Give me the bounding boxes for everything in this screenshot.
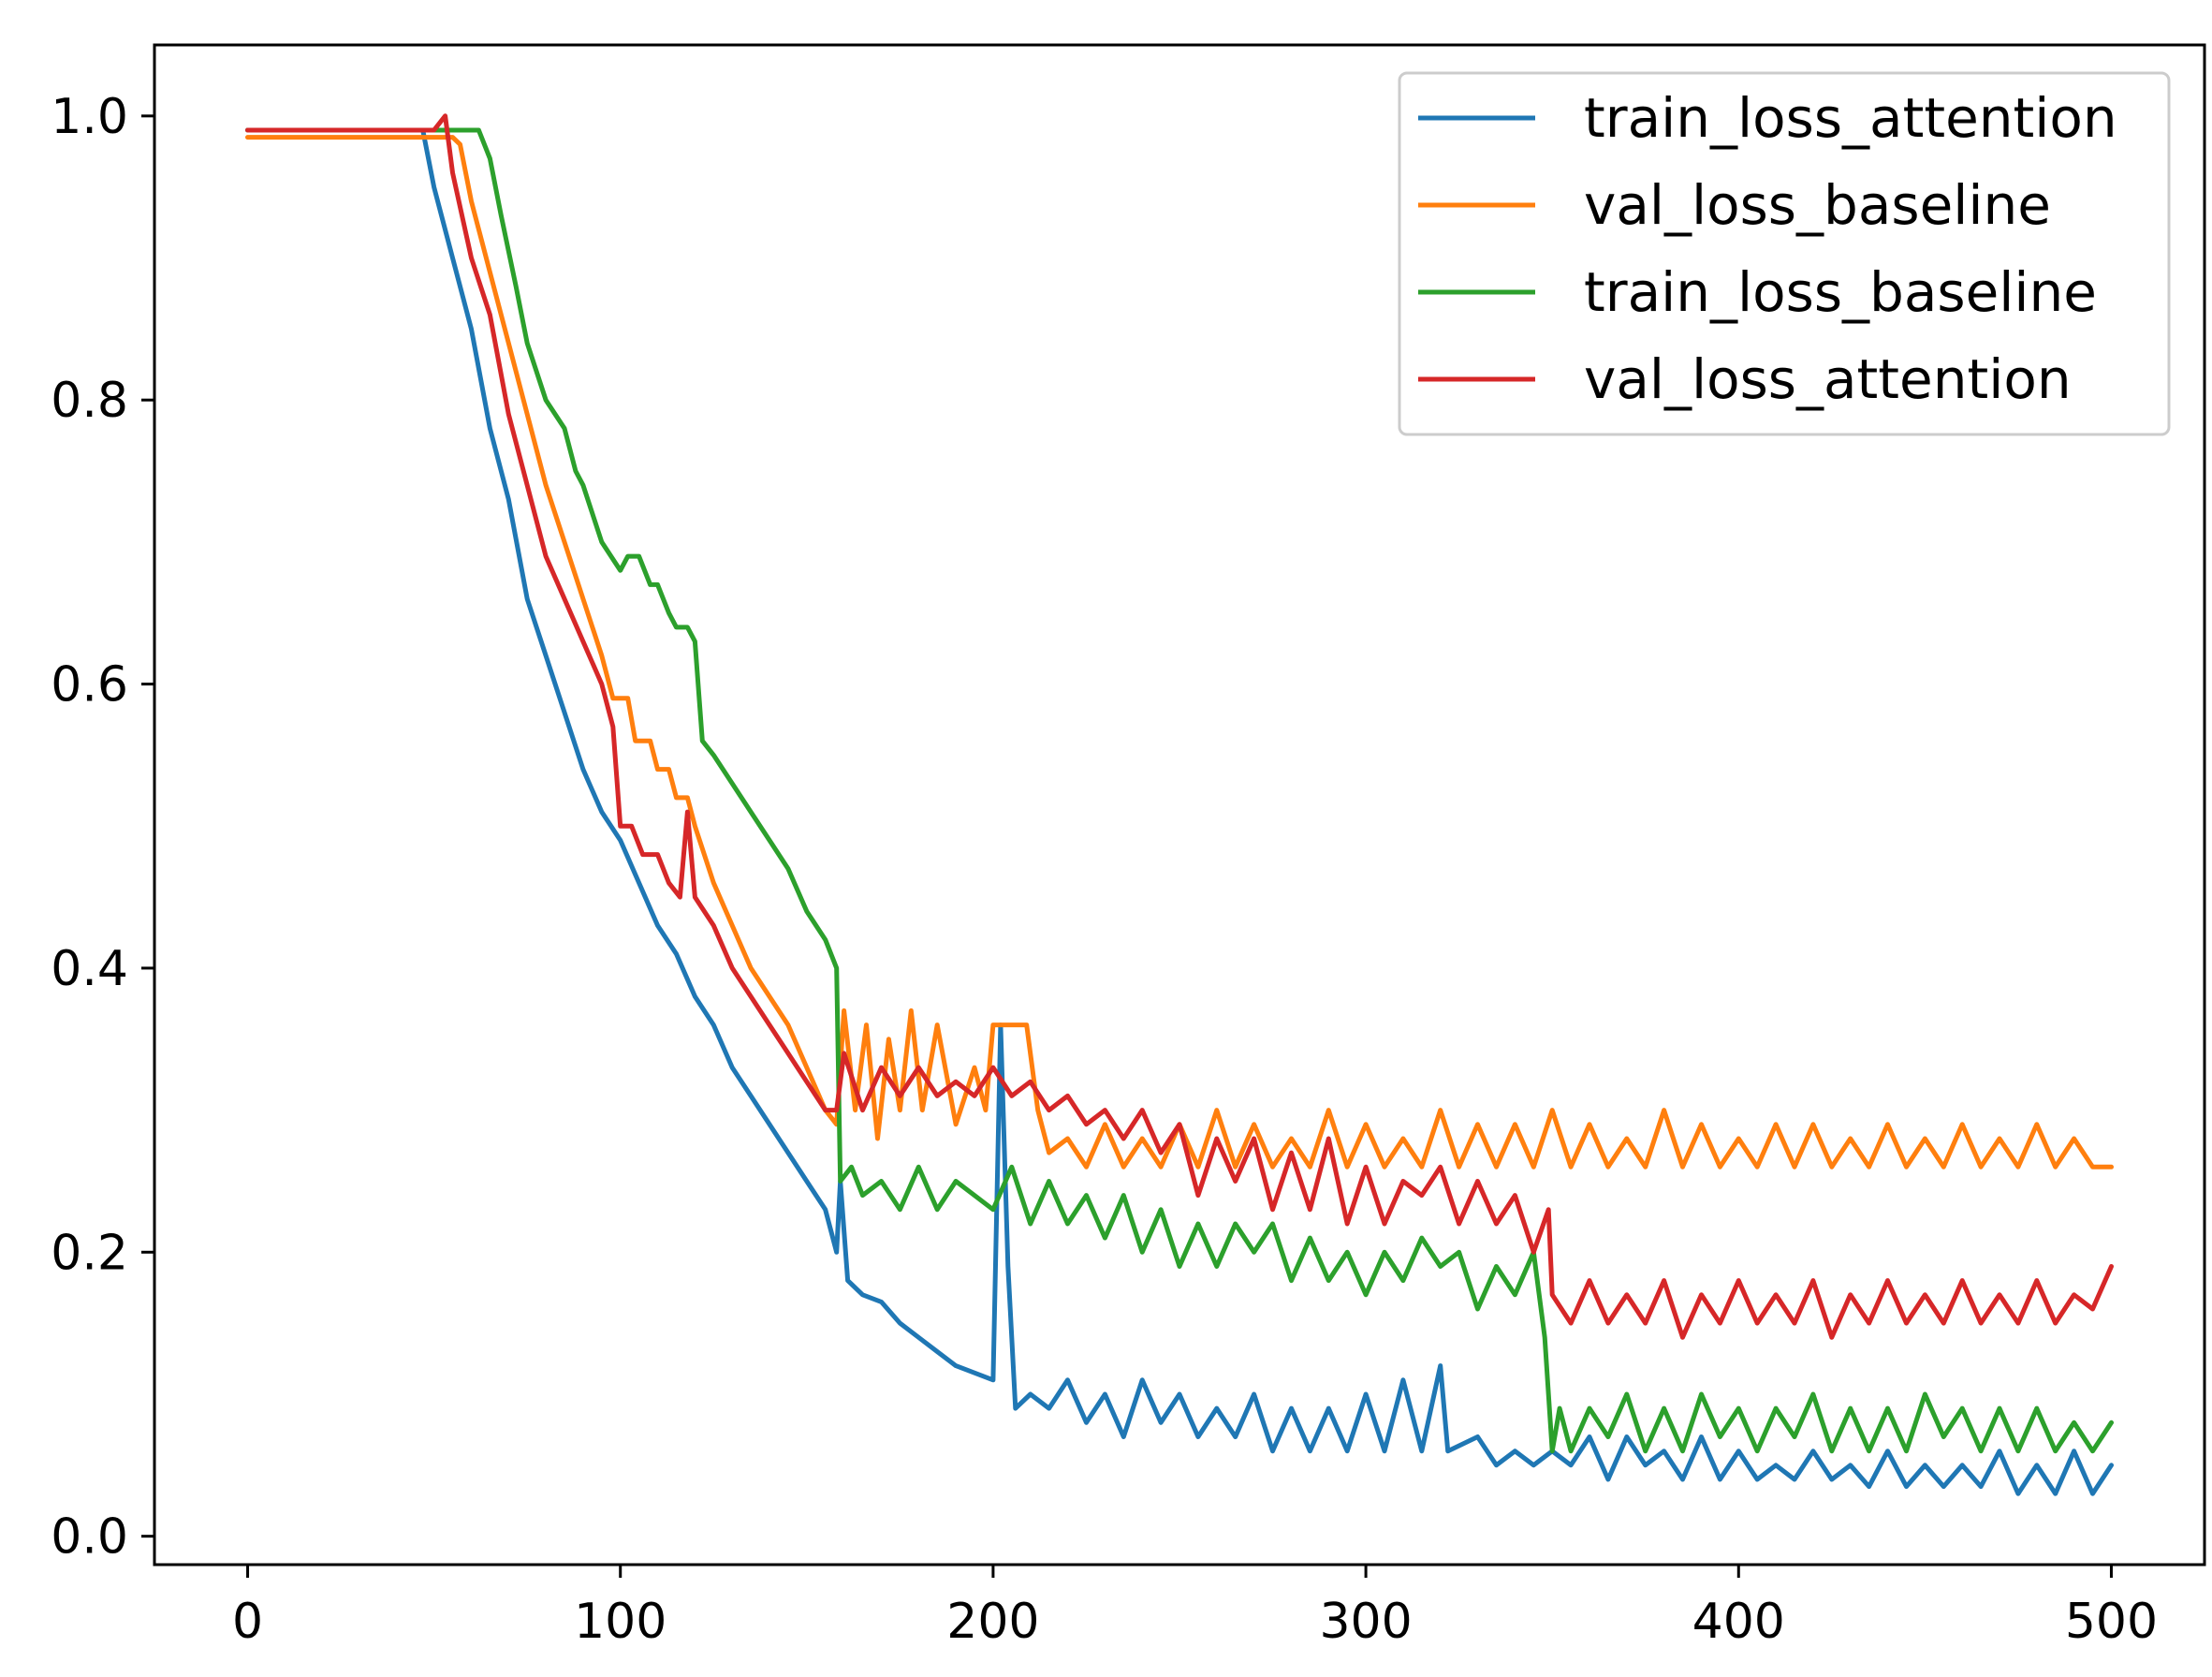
y-tick-label-0.2: 0.2 <box>51 1225 128 1281</box>
y-tick-label-0.4: 0.4 <box>51 941 128 997</box>
x-tick-label-100: 100 <box>574 1594 667 1650</box>
x-tick-label-200: 200 <box>946 1594 1039 1650</box>
y-tick-label-0: 0.0 <box>51 1509 128 1566</box>
legend-label-train_loss_baseline: train_loss_baseline <box>1584 260 2097 324</box>
y-tick-label-0.6: 0.6 <box>51 657 128 713</box>
legend-label-train_loss_attention: train_loss_attention <box>1584 86 2117 150</box>
series-line-val_loss_baseline <box>245 135 2114 1169</box>
x-tick-label-300: 300 <box>1319 1594 1412 1650</box>
x-tick-label-500: 500 <box>2065 1594 2158 1650</box>
y-tick-label-1: 1.0 <box>51 89 128 145</box>
series-layer <box>245 113 2114 1496</box>
y-axis: 0.0 0.2 0.4 0.6 0.8 1.0 <box>51 89 154 1566</box>
x-axis: 0 100 200 300 400 500 <box>232 1565 2158 1650</box>
legend-entries: train_loss_attention val_loss_baselinetra… <box>1418 86 2117 411</box>
legend: train_loss_attention val_loss_baselinetra… <box>1398 71 2171 436</box>
series-line-train_loss_baseline <box>245 127 2114 1454</box>
x-tick-label-0: 0 <box>232 1594 263 1650</box>
x-tick-label-400: 400 <box>1692 1594 1785 1650</box>
series-line-train_loss_attention <box>245 127 2114 1496</box>
series-line-val_loss_attention <box>245 113 2114 1340</box>
legend-label-val_loss_attention: val_loss_attention <box>1584 347 2072 411</box>
legend-label-val_loss_baseline: val_loss_baseline <box>1584 173 2051 237</box>
plot-frame <box>153 43 2206 1567</box>
legend-box <box>1398 71 2171 436</box>
y-tick-label-0.8: 0.8 <box>51 373 128 429</box>
